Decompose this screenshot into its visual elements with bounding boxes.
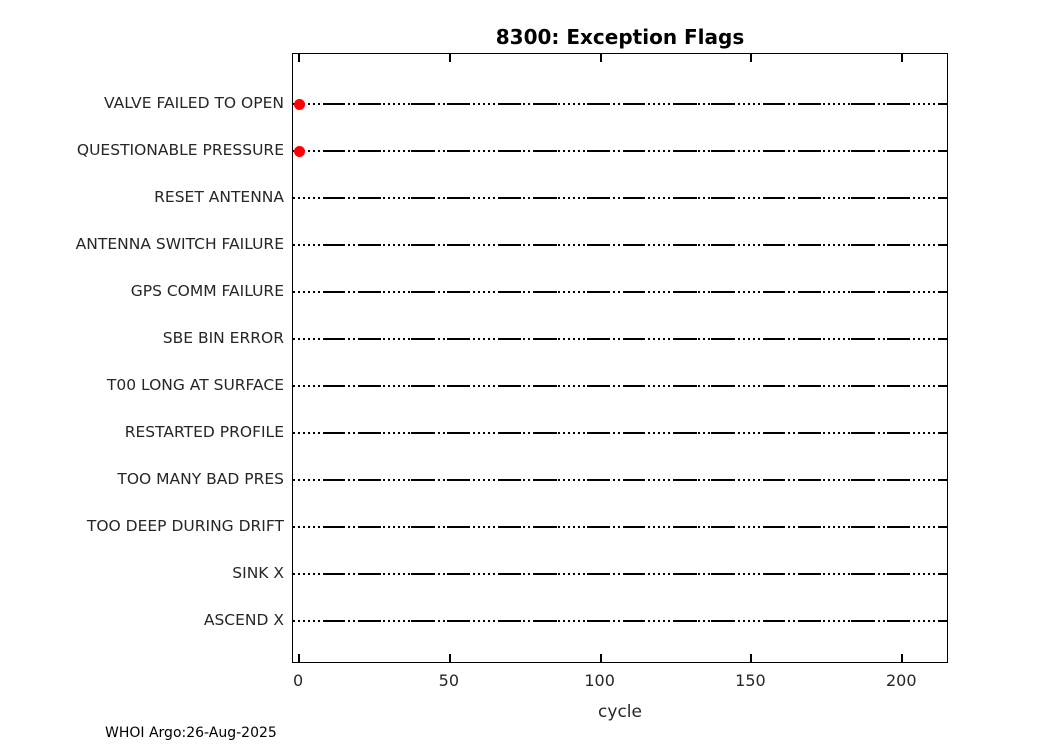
category-label: ASCEND X [203,611,284,629]
x-tick [298,654,301,662]
flag-baseline [293,620,947,622]
flag-marker [293,145,305,157]
flag-baseline [293,197,947,199]
category-label: RESTARTED PROFILE [124,423,284,441]
flag-baseline [293,573,947,575]
category-label: SINK X [232,564,284,582]
category-label: ANTENNA SWITCH FAILURE [75,235,284,253]
flag-marker [293,98,305,110]
flag-baseline [293,432,947,434]
x-tick [448,54,451,62]
category-label: SBE BIN ERROR [162,329,284,347]
x-tick [750,54,753,62]
x-tick-label: 0 [292,671,304,690]
category-label: QUESTIONABLE PRESSURE [76,141,284,159]
x-tick-label: 100 [584,671,615,690]
chart-title: 8300: Exception Flags [495,25,745,49]
category-label: RESET ANTENNA [154,188,284,206]
category-label: TOO MANY BAD PRES [117,470,284,488]
flag-baseline [293,291,947,293]
x-axis-label: cycle [598,702,642,722]
x-tick [901,54,904,62]
flag-baseline [293,526,947,528]
x-tick [599,54,602,62]
x-tick [750,654,753,662]
x-tick [448,654,451,662]
flag-baseline [293,150,947,152]
footer-text: WHOI Argo:26-Aug-2025 [105,725,277,741]
flag-baseline [293,103,947,105]
x-tick [599,654,602,662]
category-label: T00 LONG AT SURFACE [106,376,284,394]
category-label: GPS COMM FAILURE [130,282,284,300]
x-tick-label: 50 [438,671,459,690]
plot-area [292,53,948,663]
x-tick [298,54,301,62]
flag-baseline [293,479,947,481]
flag-baseline [293,385,947,387]
category-label: TOO DEEP DURING DRIFT [86,517,284,535]
category-label: VALVE FAILED TO OPEN [104,94,284,112]
x-tick-label: 200 [885,671,917,690]
flag-baseline [293,244,947,246]
x-tick [901,654,904,662]
x-tick-label: 150 [735,671,766,690]
flag-baseline [293,338,947,340]
